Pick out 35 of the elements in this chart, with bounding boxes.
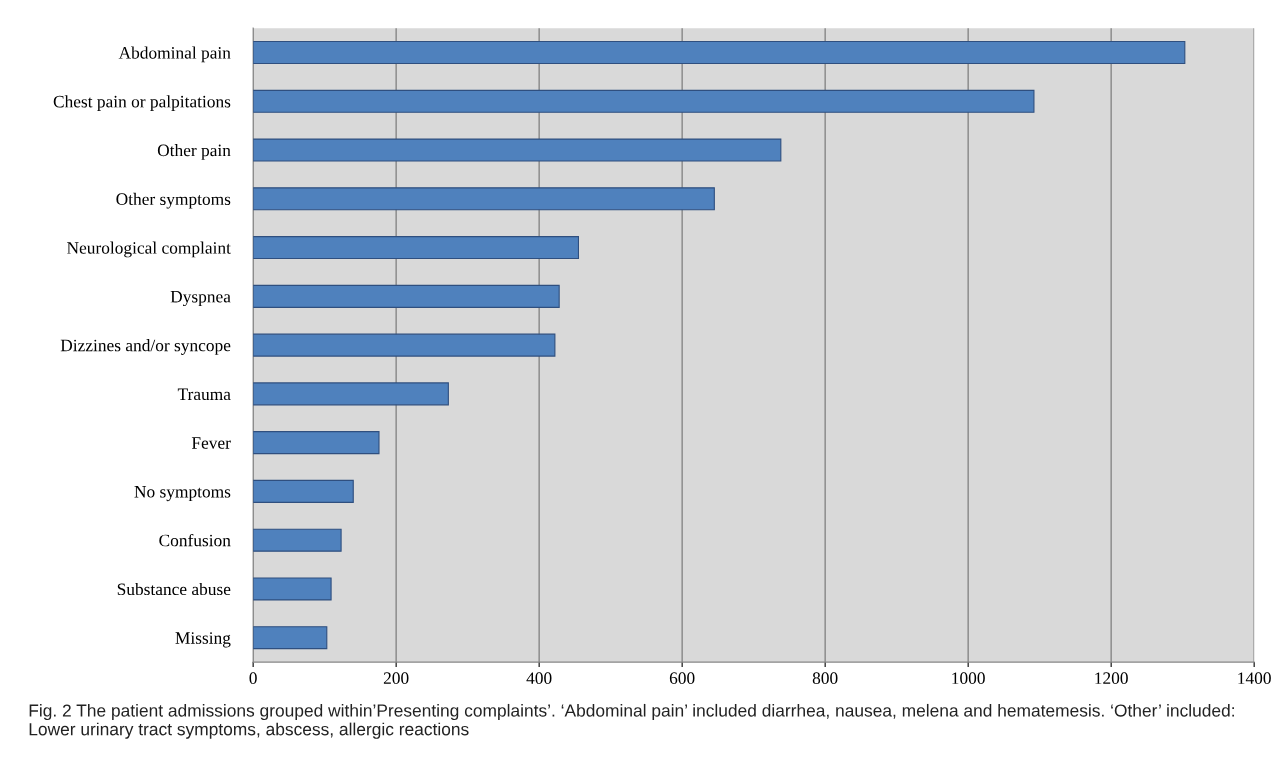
bar xyxy=(253,626,328,650)
x-tick-label: 1000 xyxy=(952,672,985,685)
bar xyxy=(253,333,556,357)
y-tick-label: Other symptoms xyxy=(116,192,231,209)
y-tick-label: Missing xyxy=(175,632,231,648)
y-tick-label: Dizzines and/or syncope xyxy=(60,339,231,355)
bar xyxy=(253,528,342,552)
y-tick-label: Trauma xyxy=(177,388,231,401)
bar xyxy=(253,236,580,260)
x-tick-label: 1400 xyxy=(1238,672,1271,685)
y-tick-label: Neurological complaint xyxy=(67,241,231,258)
bar xyxy=(253,187,715,211)
bar xyxy=(253,382,449,406)
y-tick-label: Abdominal pain xyxy=(118,46,231,63)
y-tick-label: Substance abuse xyxy=(117,582,231,596)
bar xyxy=(253,577,332,601)
x-tick-label: 1200 xyxy=(1095,672,1128,685)
y-tick-label: Dyspnea xyxy=(170,290,231,307)
caption: Fig. 2 The patient admissions grouped within’Presenting complaints’. ‘Abdominal pain’ included diarrhea, nausea, melena and hematemesis. ‘Other’ included: Lower urinary tract symptoms, abscess, allergic reactions xyxy=(29,703,1234,739)
y-tick-label: Fever xyxy=(191,437,231,449)
x-tick-label: 400 xyxy=(526,672,552,685)
x-tick-label: 600 xyxy=(669,672,695,685)
y-tick-label: Chest pain or palpitations xyxy=(53,95,231,112)
y-tick-label: Confusion xyxy=(159,533,231,547)
bar xyxy=(253,138,782,162)
y-tick-label: No symptoms xyxy=(134,486,231,502)
x-tick-label: 800 xyxy=(812,672,838,685)
x-tick-label: 0 xyxy=(249,672,257,685)
bar xyxy=(253,41,1186,65)
bar xyxy=(253,479,354,503)
bar xyxy=(253,284,560,308)
y-tick-label: Other pain xyxy=(157,144,231,160)
x-tick-label: 200 xyxy=(383,672,409,685)
bar xyxy=(253,431,380,455)
bar xyxy=(253,89,1035,113)
